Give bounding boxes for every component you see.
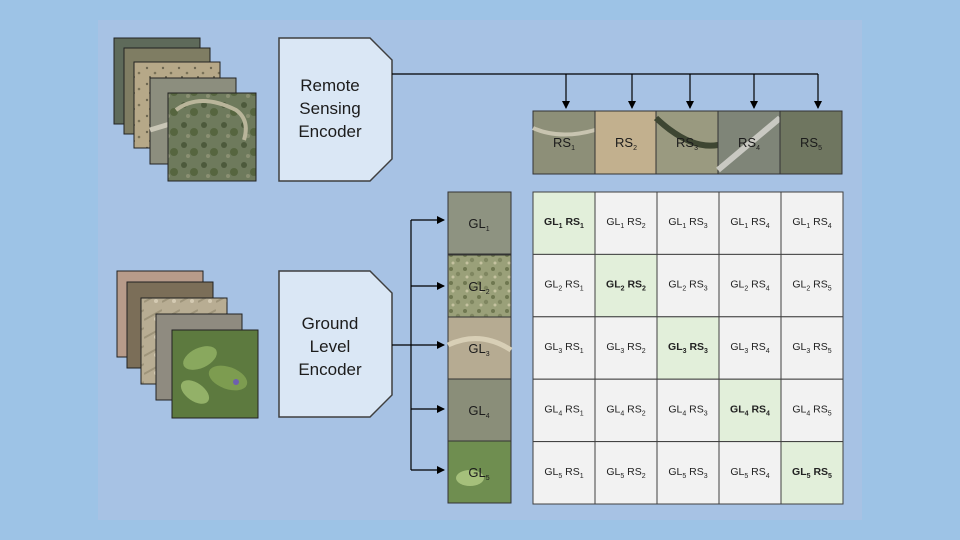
- rs-tile-3: RS3: [653, 110, 719, 175]
- matrix-cell-r4-c3: GL4 RS3: [656, 378, 720, 443]
- matrix-cell-label: GL3 RS4: [730, 341, 769, 355]
- gl-tile-label-4: GL4: [468, 403, 489, 420]
- matrix-cell-r1-c2: GL1 RS2: [594, 191, 658, 255]
- rs-tile-5: RS5: [779, 110, 843, 175]
- matrix-cell-label: GL5 RS5: [792, 466, 832, 480]
- matrix-cell-label: GL1 RS2: [606, 216, 645, 230]
- matrix-cell-r4-c5: GL4 RS5: [780, 378, 844, 443]
- matrix-cell-r5-c2: GL5 RS2: [594, 441, 658, 505]
- rs-encoder-line-3: Encoder: [298, 122, 362, 141]
- rs-tile-label-3: RS3: [676, 135, 698, 152]
- matrix-cell-r1-c1: GL1 RS1: [532, 191, 596, 255]
- matrix-cell-r4-c4: GL4 RS4: [718, 378, 782, 443]
- gl-tile-5: GL5: [447, 440, 512, 504]
- gl-encoder-line-3: Encoder: [298, 360, 362, 379]
- matrix-cell-r3-c5: GL3 RS5: [780, 316, 844, 380]
- rs-tile-2: RS2: [594, 110, 658, 175]
- gl-encoder-line-1: Ground: [302, 314, 359, 333]
- rs-tile-1: RS1: [532, 110, 596, 175]
- gl-encoder-line-2: Level: [310, 337, 351, 356]
- gl-tile-label-1: GL1: [468, 216, 489, 233]
- matrix-cell-label: GL2 RS1: [544, 279, 583, 293]
- matrix-cell-label: GL2 RS5: [792, 279, 831, 293]
- rs-encoder-line-1: Remote: [300, 76, 360, 95]
- matrix-cell-r2-c4: GL2 RS4: [718, 253, 782, 318]
- rs-tile-label-5: RS5: [800, 135, 822, 152]
- ground-level-image-stack: [116, 270, 259, 419]
- gl-tile-4: GL4: [447, 378, 512, 442]
- gl-tile-1: GL1: [447, 191, 512, 255]
- matrix-cell-r5-c1: GL5 RS1: [532, 441, 596, 505]
- matrix-cell-label: GL1 RS4: [730, 216, 769, 230]
- matrix-cell-r2-c5: GL2 RS5: [780, 253, 844, 318]
- matrix-cell-r2-c2: GL2 RS2: [594, 253, 658, 318]
- rs-tile-label-2: RS2: [615, 135, 637, 152]
- matrix-cell-label: GL2 RS4: [730, 279, 769, 293]
- matrix-cell-label: GL4 RS5: [792, 403, 831, 417]
- rs-tile-label-4: RS4: [738, 135, 760, 152]
- remote-sensing-image-stack: [113, 37, 257, 182]
- matrix-cell-label: GL5 RS1: [544, 466, 583, 480]
- matrix-cell-r3-c3: GL3 RS3: [656, 316, 720, 380]
- gl-tile-label-5: GL5: [468, 465, 489, 482]
- matrix-cell-r1-c5: GL1 RS4: [780, 191, 844, 255]
- remote-sensing-encoder: Remote Sensing Encoder: [278, 37, 393, 182]
- gl-tile-label-3: GL3: [468, 341, 489, 358]
- matrix-cell-r2-c3: GL2 RS3: [656, 253, 720, 318]
- gl-tile-label-2: GL2: [468, 279, 489, 296]
- matrix-cell-r3-c1: GL3 RS1: [532, 316, 596, 380]
- rs-fanout-arrows: [392, 73, 822, 109]
- matrix-cell-r2-c1: GL2 RS1: [532, 253, 596, 318]
- gl-fanout-arrows: [392, 216, 445, 474]
- gl-tile-3: GL3: [446, 316, 513, 380]
- matrix-cell-label: GL2 RS3: [668, 279, 707, 293]
- gl-tile-2: GL2: [447, 254, 512, 318]
- matrix-cell-r4-c2: GL4 RS2: [594, 378, 658, 443]
- matrix-cell-r3-c4: GL3 RS4: [718, 316, 782, 380]
- similarity-matrix: GL1 RS1 GL1 RS2 GL1 RS3 GL1 RS4 GL1 RS4 GL2 R…: [532, 191, 844, 505]
- matrix-cell-label: GL1 RS1: [544, 216, 584, 230]
- matrix-cell-label: GL3 RS2: [606, 341, 645, 355]
- matrix-cell-r1-c3: GL1 RS3: [656, 191, 720, 255]
- matrix-cell-label: GL1 RS3: [668, 216, 707, 230]
- rs-encoder-line-2: Sensing: [299, 99, 360, 118]
- matrix-cell-label: GL3 RS1: [544, 341, 583, 355]
- matrix-cell-r5-c4: GL5 RS4: [718, 441, 782, 505]
- matrix-cell-r5-c3: GL5 RS3: [656, 441, 720, 505]
- rs-tile-label-1: RS1: [553, 135, 575, 152]
- matrix-cell-label: GL3 RS5: [792, 341, 831, 355]
- matrix-cell-label: GL5 RS4: [730, 466, 769, 480]
- gl-tile-column: GL1 GL2 GL3 GL4 GL5: [446, 191, 513, 504]
- matrix-cell-label: GL4 RS4: [730, 403, 770, 417]
- matrix-cell-label: GL4 RS1: [544, 403, 583, 417]
- rs-tile-strip: RS1 RS2 RS3 RS4 RS5: [532, 110, 843, 175]
- ground-level-encoder: Ground Level Encoder: [278, 270, 393, 418]
- matrix-cell-label: GL4 RS2: [606, 403, 645, 417]
- matrix-cell-label: GL2 RS2: [606, 279, 646, 293]
- matrix-cell-label: GL3 RS3: [668, 341, 708, 355]
- matrix-cell-label: GL5 RS3: [668, 466, 707, 480]
- matrix-cell-label: GL1 RS4: [792, 216, 831, 230]
- matrix-cell-r4-c1: GL4 RS1: [532, 378, 596, 443]
- matrix-cell-label: GL4 RS3: [668, 403, 707, 417]
- matrix-cell-label: GL5 RS2: [606, 466, 645, 480]
- matrix-cell-r1-c4: GL1 RS4: [718, 191, 782, 255]
- matrix-cell-r5-c5: GL5 RS5: [780, 441, 844, 505]
- rs-tile-4: RS4: [716, 110, 782, 175]
- matrix-cell-r3-c2: GL3 RS2: [594, 316, 658, 380]
